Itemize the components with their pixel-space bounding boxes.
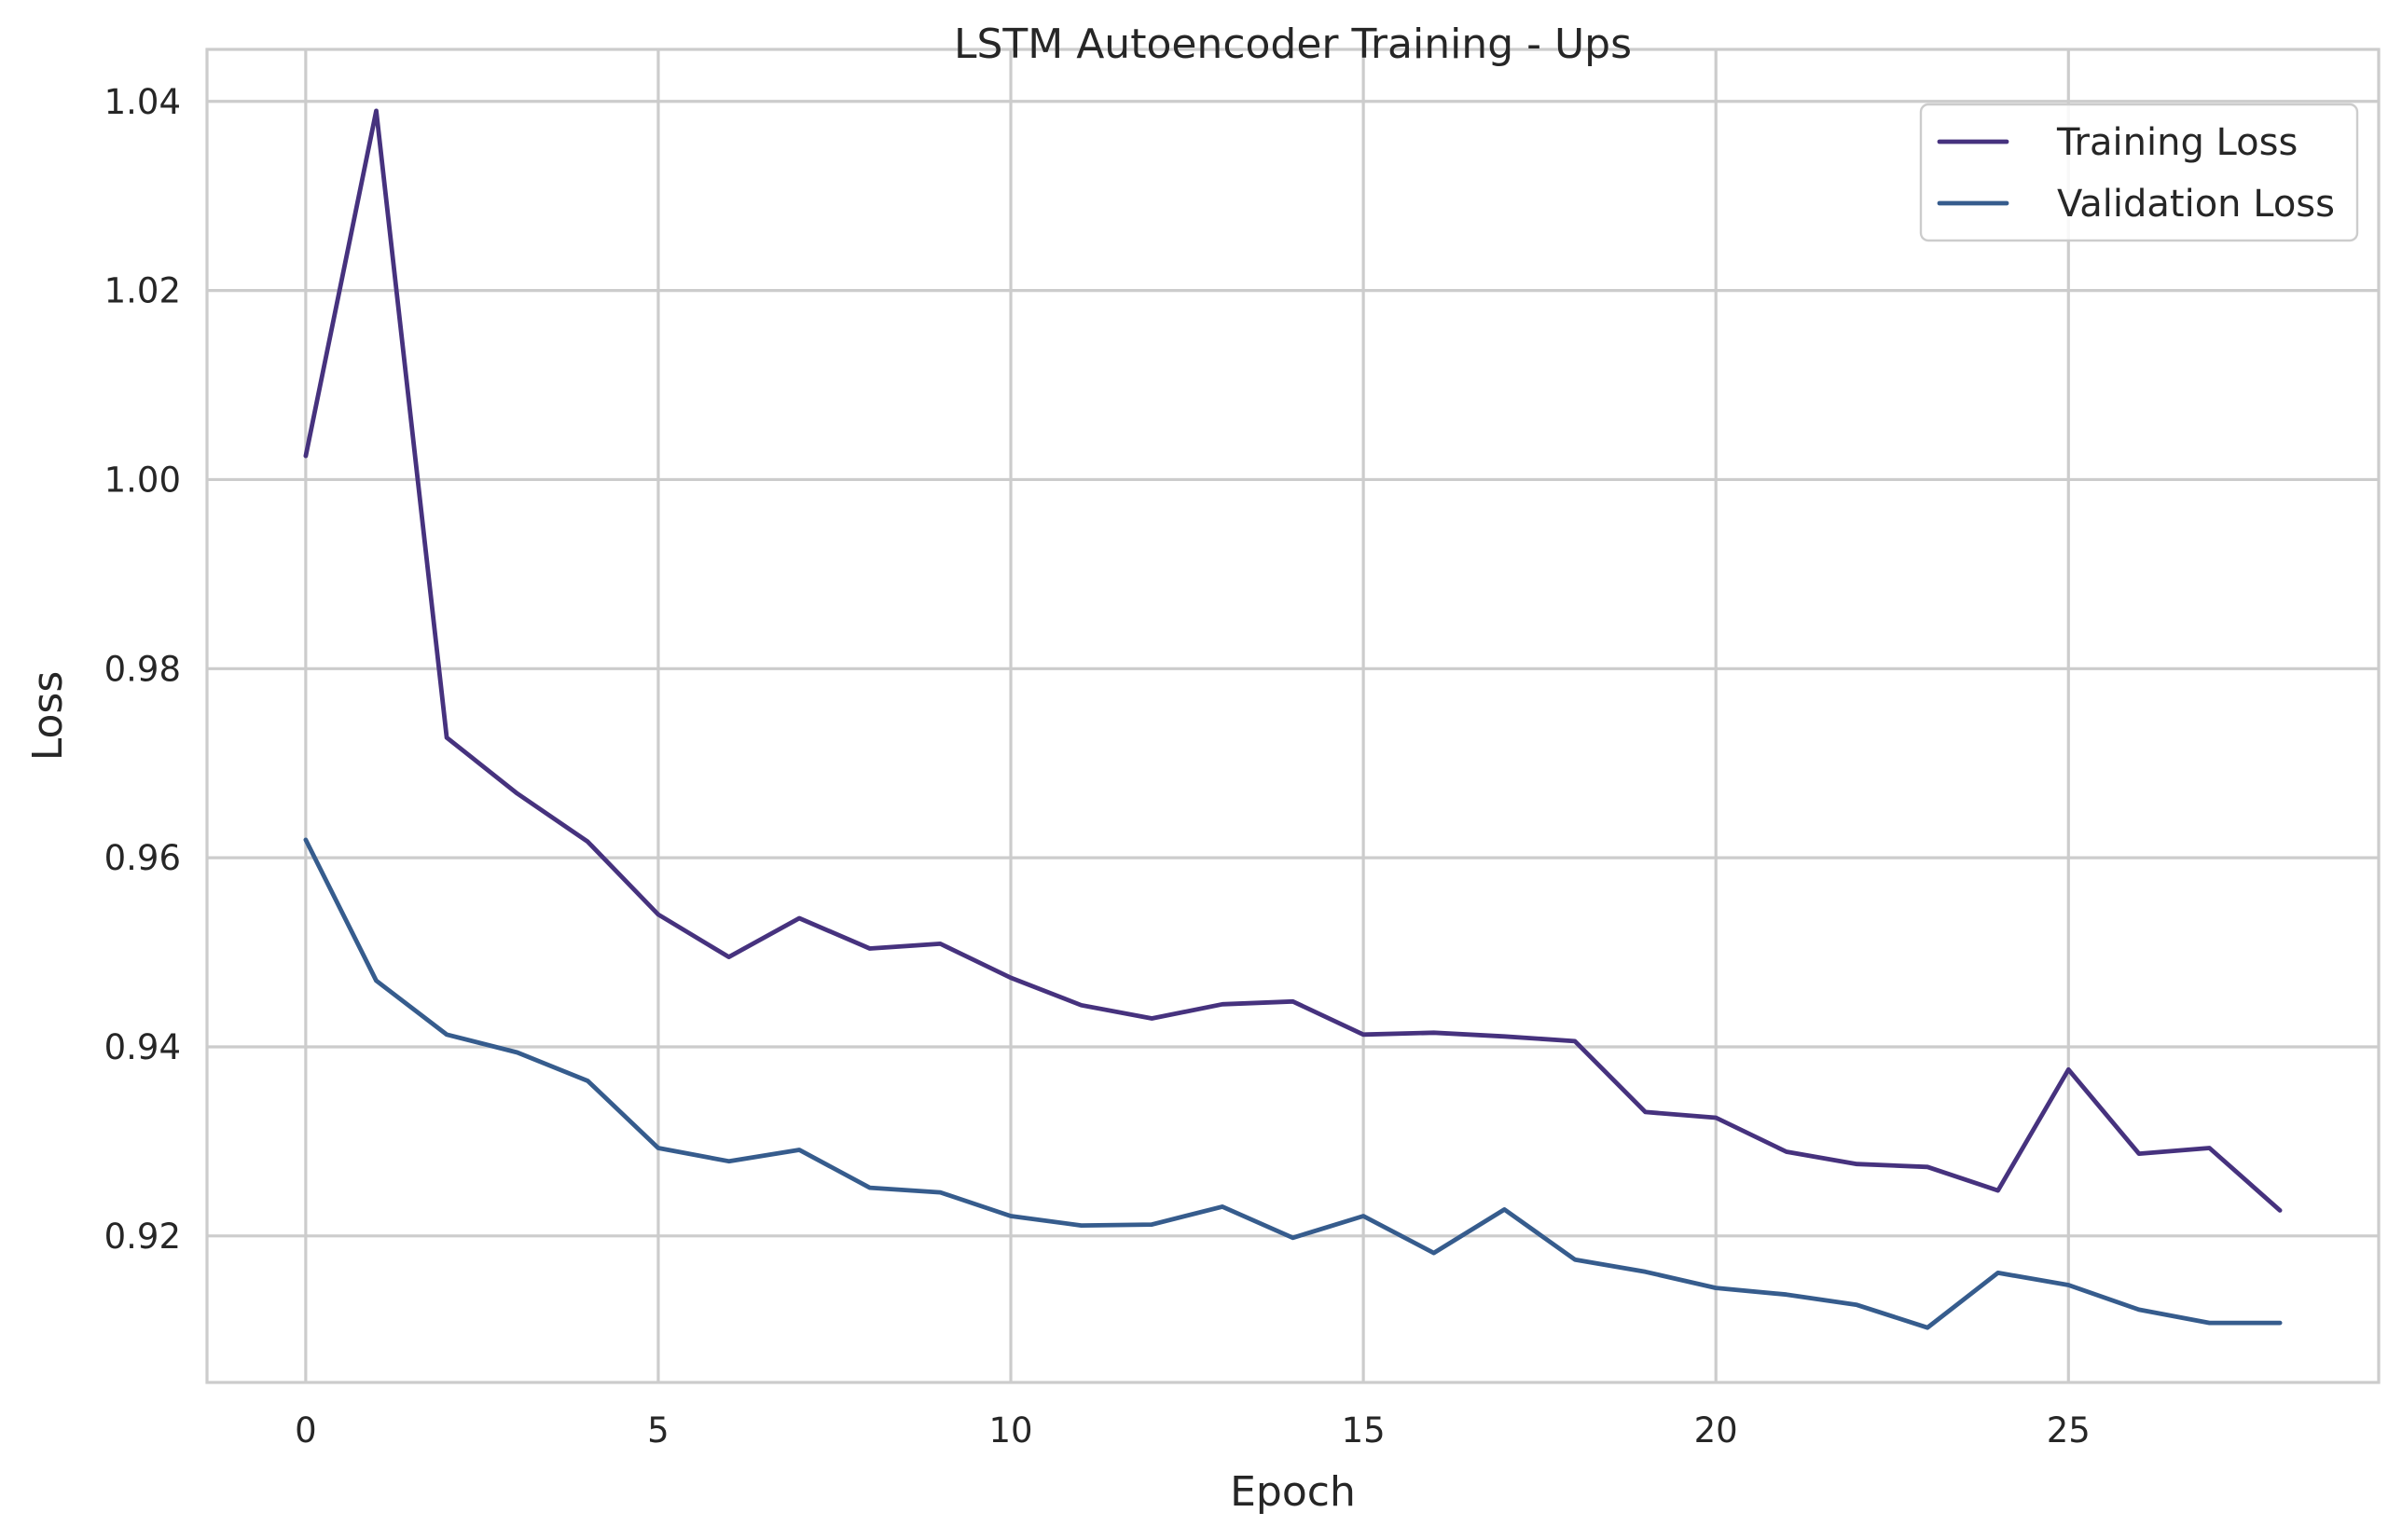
series-lines — [303, 108, 2283, 1330]
y-tick-label: 0.94 — [104, 1027, 181, 1067]
y-axis-ticks: 0.92 0.94 0.96 0.98 1.00 1.02 1.04 — [104, 82, 181, 1257]
y-tick-label: 0.92 — [104, 1217, 181, 1257]
legend: Training Loss Validation Loss — [1919, 103, 2359, 242]
grid — [207, 49, 2379, 1382]
y-tick-label: 0.96 — [104, 838, 181, 878]
y-tick-label: 0.98 — [104, 649, 181, 689]
legend-label-training-loss: Training Loss — [2056, 121, 2298, 164]
y-tick-label: 1.00 — [104, 460, 181, 500]
x-tick-label: 5 — [647, 1410, 670, 1451]
x-tick-label: 10 — [988, 1410, 1032, 1451]
x-tick-label: 25 — [2047, 1410, 2091, 1451]
series-line-training-loss — [303, 108, 2283, 1213]
x-tick-label: 20 — [1694, 1410, 1738, 1451]
x-tick-label: 15 — [1342, 1410, 1386, 1451]
y-tick-label: 1.04 — [104, 82, 181, 122]
x-tick-label: 0 — [295, 1410, 317, 1451]
legend-box — [1919, 103, 2359, 242]
legend-label-validation-loss: Validation Loss — [2057, 183, 2335, 226]
y-axis-label: Loss — [24, 671, 72, 762]
plot-area-frame — [205, 48, 2381, 1384]
x-axis-label: Epoch — [1230, 1468, 1356, 1516]
x-axis-ticks: 0 5 10 15 20 25 — [295, 1410, 2091, 1451]
chart-title: LSTM Autoencoder Training - Ups — [954, 21, 1632, 68]
series-line-validation-loss — [303, 837, 2283, 1330]
y-tick-label: 1.02 — [104, 271, 181, 311]
